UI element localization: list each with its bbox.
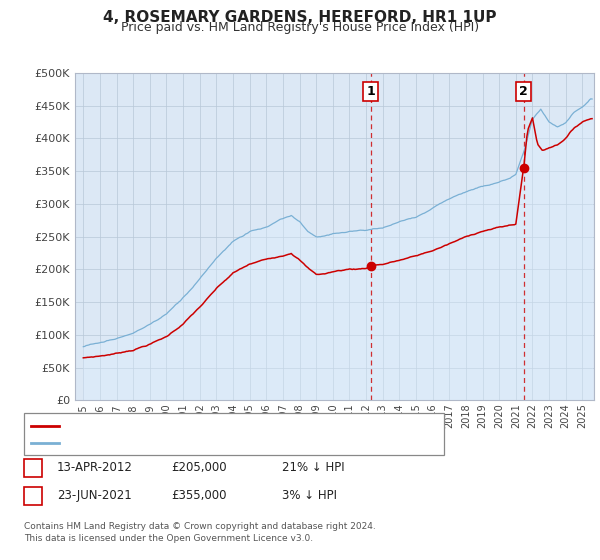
Text: Price paid vs. HM Land Registry's House Price Index (HPI): Price paid vs. HM Land Registry's House … bbox=[121, 21, 479, 34]
Text: 2: 2 bbox=[520, 85, 528, 97]
Text: 1: 1 bbox=[367, 85, 375, 97]
Text: HPI: Average price, detached house, Herefordshire: HPI: Average price, detached house, Here… bbox=[65, 438, 347, 448]
Text: This data is licensed under the Open Government Licence v3.0.: This data is licensed under the Open Gov… bbox=[24, 534, 313, 543]
Text: 3% ↓ HPI: 3% ↓ HPI bbox=[282, 489, 337, 502]
Text: £355,000: £355,000 bbox=[171, 489, 227, 502]
Text: 4, ROSEMARY GARDENS, HEREFORD, HR1 1UP (detached house): 4, ROSEMARY GARDENS, HEREFORD, HR1 1UP (… bbox=[65, 421, 425, 431]
Text: 21% ↓ HPI: 21% ↓ HPI bbox=[282, 461, 344, 474]
Text: Contains HM Land Registry data © Crown copyright and database right 2024.: Contains HM Land Registry data © Crown c… bbox=[24, 522, 376, 531]
Text: 4, ROSEMARY GARDENS, HEREFORD, HR1 1UP: 4, ROSEMARY GARDENS, HEREFORD, HR1 1UP bbox=[103, 10, 497, 25]
Text: 2: 2 bbox=[29, 489, 37, 502]
Text: £205,000: £205,000 bbox=[171, 461, 227, 474]
Text: 1: 1 bbox=[29, 461, 37, 474]
Text: 23-JUN-2021: 23-JUN-2021 bbox=[57, 489, 132, 502]
Text: 13-APR-2012: 13-APR-2012 bbox=[57, 461, 133, 474]
